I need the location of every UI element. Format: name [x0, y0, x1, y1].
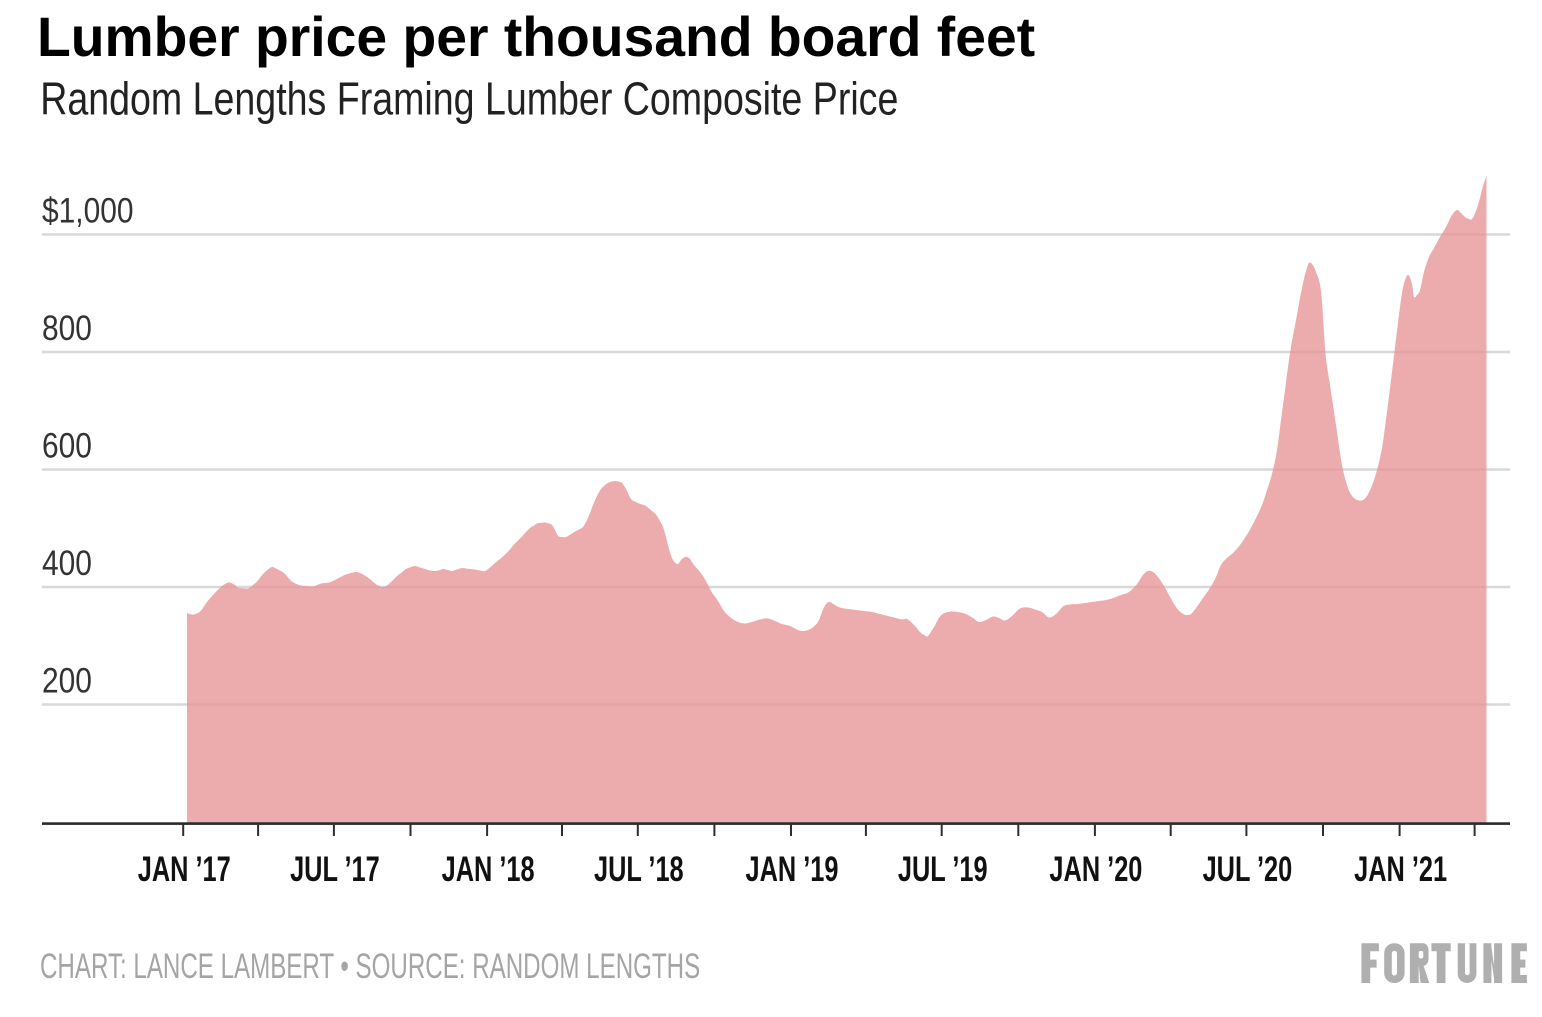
svg-text:600: 600: [42, 426, 92, 465]
svg-text:400: 400: [42, 544, 92, 583]
svg-text:CHART: LANCE LAMBERT • SOURCE:: CHART: LANCE LAMBERT • SOURCE: RANDOM LE…: [40, 948, 700, 986]
svg-text:JAN ’19: JAN ’19: [746, 850, 839, 889]
svg-text:800: 800: [42, 309, 92, 348]
svg-text:JUL ’17: JUL ’17: [290, 850, 380, 889]
svg-text:JAN ’17: JAN ’17: [138, 850, 231, 889]
svg-text:Lumber price per thousand boar: Lumber price per thousand board feet: [37, 6, 1035, 68]
svg-text:JAN ’18: JAN ’18: [442, 850, 535, 889]
svg-text:Random Lengths Framing Lumber: Random Lengths Framing Lumber Composite …: [40, 73, 898, 125]
svg-text:$1,000: $1,000: [42, 191, 134, 230]
svg-text:JAN ’21: JAN ’21: [1354, 850, 1447, 889]
svg-text:200: 200: [42, 661, 92, 700]
svg-text:JUL ’18: JUL ’18: [594, 850, 684, 889]
svg-text:JAN ’20: JAN ’20: [1049, 850, 1142, 889]
svg-text:JUL ’20: JUL ’20: [1203, 850, 1293, 889]
svg-text:JUL ’19: JUL ’19: [898, 850, 988, 889]
